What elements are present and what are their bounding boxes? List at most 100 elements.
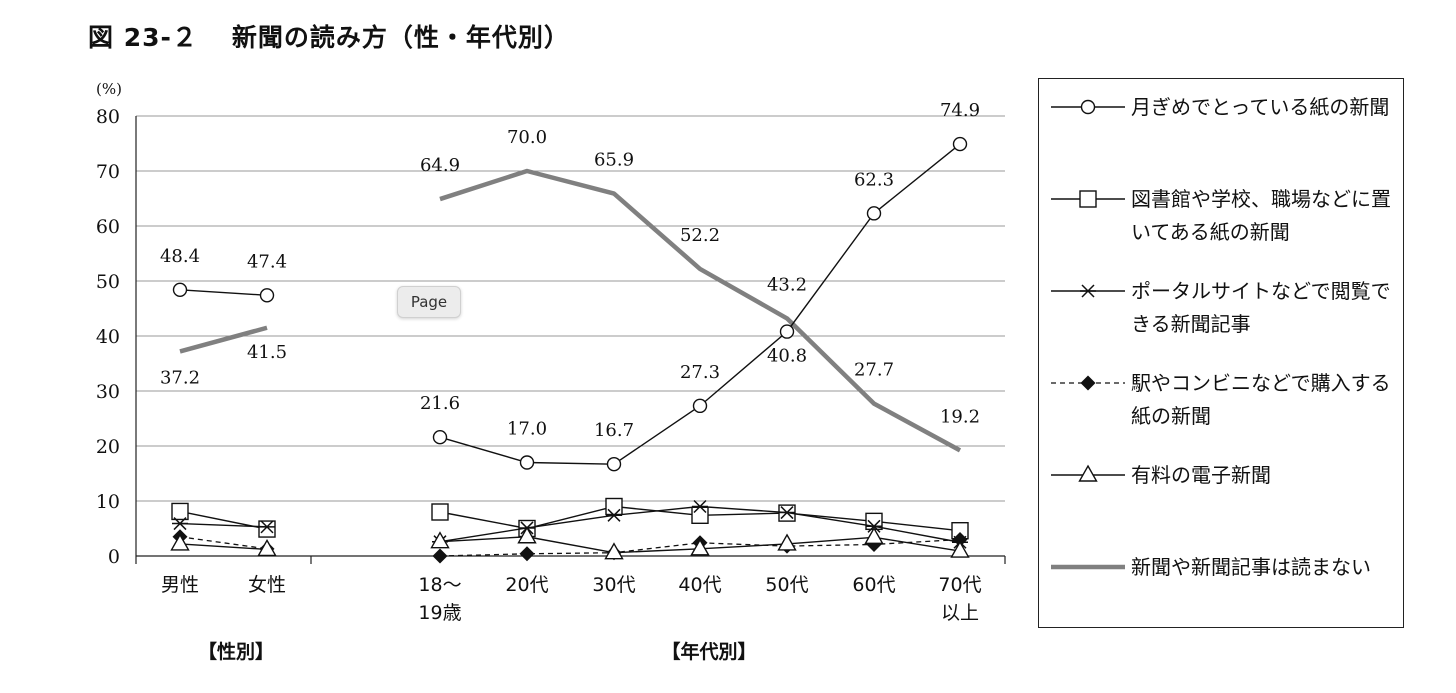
legend-marker — [1078, 464, 1098, 482]
legend-marker — [1080, 99, 1096, 115]
x-group-label: 【性別】 — [198, 640, 274, 663]
y-tick-label: 30 — [96, 381, 120, 403]
data-point — [864, 526, 884, 544]
y-tick-label: 80 — [96, 106, 120, 128]
x-category-label: 18～ 19歳 — [418, 574, 461, 624]
y-tick-label: 40 — [96, 326, 120, 348]
data-label: 43.2 — [767, 274, 807, 295]
data-point — [691, 506, 709, 524]
data-point — [952, 136, 968, 152]
data-point — [866, 519, 882, 533]
x-category-label: 30代 — [592, 574, 635, 596]
legend-swatch — [1051, 464, 1125, 482]
data-point — [430, 531, 450, 549]
data-point — [257, 538, 277, 557]
y-tick-label: 20 — [96, 436, 120, 458]
legend-item: 駅やコンビニなどで購入する紙の新聞 — [1049, 365, 1403, 435]
data-point — [779, 506, 795, 520]
series-line-0 — [439, 143, 961, 465]
y-unit-label: (%) — [96, 80, 122, 98]
legend-item: 図書館や学校、職場などに置いてある紙の新聞 — [1049, 181, 1403, 251]
legend-swatch — [1051, 284, 1125, 298]
legend-swatch — [1051, 564, 1125, 570]
page-button[interactable]: Page — [397, 286, 461, 318]
data-label: 37.2 — [160, 367, 200, 388]
data-label: 64.9 — [420, 155, 460, 176]
legend-label: 月ぎめでとっている紙の新聞 — [1131, 95, 1390, 119]
data-point — [692, 398, 708, 414]
legend-item: 新聞や新聞記事は読まない — [1049, 549, 1403, 619]
data-point — [258, 520, 276, 538]
data-point — [431, 503, 449, 521]
data-point — [779, 324, 795, 339]
x-category-label: 女性 — [248, 574, 286, 596]
series-line-0 — [179, 289, 268, 296]
x-category-label: 40代 — [678, 574, 721, 596]
x-category-label: 20代 — [505, 574, 548, 596]
data-label: 48.4 — [160, 246, 200, 267]
x-category-label: 男性 — [161, 574, 199, 596]
figure-number: 図 23-２ — [88, 23, 198, 52]
data-point — [432, 430, 448, 445]
data-point — [952, 532, 968, 547]
x-category-label: 70代以上 — [938, 574, 981, 624]
data-point — [866, 206, 882, 221]
y-tick-label: 10 — [96, 491, 120, 513]
x-category-label: 50代 — [765, 574, 808, 596]
y-tick-label: 0 — [108, 546, 120, 568]
legend-label: ポータルサイトなどで閲覧できる新聞記事 — [1131, 279, 1391, 336]
y-tick-label: 70 — [96, 161, 120, 183]
data-point — [605, 497, 623, 516]
series-line-4 — [179, 543, 268, 551]
legend-label: 図書館や学校、職場などに置いてある紙の新聞 — [1131, 187, 1391, 244]
data-label: 62.3 — [854, 169, 894, 190]
x-group-label: 【年代別】 — [661, 640, 756, 663]
series-line-3 — [179, 536, 268, 550]
data-point — [432, 548, 448, 564]
data-point — [519, 455, 535, 470]
data-label: 40.8 — [767, 346, 807, 367]
legend-swatch — [1051, 190, 1125, 208]
legend-swatch — [1051, 99, 1125, 115]
data-label: 41.5 — [247, 342, 287, 363]
data-label: 74.9 — [940, 100, 980, 121]
data-point — [604, 542, 624, 560]
data-point — [172, 282, 188, 297]
legend-label: 駅やコンビニなどで購入する紙の新聞 — [1131, 371, 1391, 428]
data-label: 65.9 — [594, 150, 634, 171]
legend-swatch — [1051, 375, 1125, 391]
data-label: 16.7 — [594, 420, 634, 441]
data-point — [170, 533, 190, 551]
data-label: 70.0 — [507, 127, 547, 148]
legend-item: ポータルサイトなどで閲覧できる新聞記事 — [1049, 273, 1403, 343]
chart-title: 図 23-２ 新聞の読み方（性・年代別） — [88, 18, 570, 54]
data-point — [606, 456, 622, 472]
figure-title: 新聞の読み方（性・年代別） — [231, 23, 570, 52]
legend-label: 新聞や新聞記事は読まない — [1131, 555, 1371, 579]
legend-marker — [1080, 284, 1096, 298]
data-label: 27.3 — [680, 362, 720, 383]
data-point — [692, 499, 708, 514]
line-chart: 0 10 20 30 40 50 60 70 80 (%) 男性 女性【性別】 18～ 19歳 20代 30代… — [96, 80, 1006, 663]
legend-item: 有料の電子新聞 — [1049, 457, 1403, 527]
data-point — [690, 538, 710, 556]
series-line-2 — [179, 522, 268, 528]
legend-marker — [1080, 375, 1096, 391]
data-label: 47.4 — [247, 251, 287, 272]
data-point — [606, 508, 622, 522]
data-point — [172, 517, 188, 531]
legend-marker — [1079, 190, 1097, 208]
data-label: 27.7 — [854, 360, 894, 381]
data-label: 21.6 — [420, 393, 460, 414]
series-line-5 — [439, 168, 962, 453]
data-point — [259, 520, 275, 534]
data-label: 19.2 — [940, 406, 980, 427]
x-category-label: 60代 — [852, 574, 895, 596]
y-tick-label: 60 — [96, 216, 120, 238]
series-line-5 — [179, 325, 268, 354]
data-point — [171, 502, 189, 521]
chart-legend: 月ぎめでとっている紙の新聞図書館や学校、職場などに置いてある紙の新聞 ポータルサイ… — [1038, 78, 1404, 628]
legend-item: 月ぎめでとっている紙の新聞 — [1049, 89, 1403, 159]
data-point — [777, 533, 797, 551]
y-tick-label: 50 — [96, 271, 120, 293]
